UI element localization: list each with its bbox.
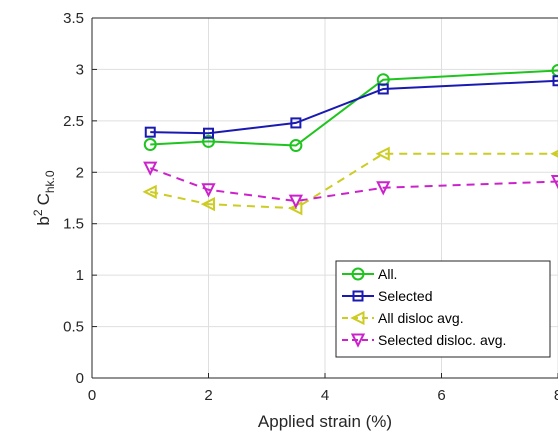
data-point-marker	[200, 197, 215, 212]
y-axis-title-main: C	[34, 193, 53, 205]
series-4	[143, 161, 558, 209]
legend-label: Selected	[378, 288, 432, 304]
y-tick-label: 0	[76, 370, 84, 387]
y-tick-label: 3.5	[63, 10, 84, 27]
data-point-marker	[551, 63, 558, 77]
data-point-marker	[144, 126, 156, 138]
series-line	[150, 79, 558, 135]
x-axis-title: Applied strain (%)	[258, 412, 392, 431]
legend-marker	[350, 310, 365, 326]
legend-marker	[352, 290, 364, 302]
data-point-marker	[143, 138, 157, 152]
data-point-marker	[290, 117, 302, 129]
y-tick-label: 0.5	[63, 319, 84, 336]
x-tick-label: 2	[204, 387, 212, 404]
legend-box	[335, 260, 551, 358]
legend: All. Selected All disloc avg. Selected disl…	[335, 260, 551, 358]
x-tick-label: 6	[437, 387, 445, 404]
y-tick-label: 1.5	[63, 216, 84, 233]
data-point-marker	[377, 83, 389, 95]
x-tick-label: 4	[321, 387, 329, 404]
series-line	[149, 167, 558, 203]
series-2	[144, 75, 558, 139]
y-tick-label: 2	[76, 164, 84, 181]
data-point-marker	[375, 146, 390, 161]
legend-entry: Selected	[342, 288, 432, 304]
data-point-marker	[201, 183, 216, 198]
data-point-marker	[550, 175, 558, 190]
legend-marker	[351, 267, 365, 281]
legend-marker	[350, 333, 366, 348]
x-tick-label: 0	[88, 387, 96, 404]
y-axis-title: b2 Chk.0	[31, 170, 57, 225]
legend-entry: All.	[342, 266, 397, 282]
grid	[92, 18, 558, 378]
series-1	[143, 63, 558, 153]
legend-entry: Selected disloc. avg.	[342, 332, 506, 348]
y-axis-title-sub: hk.0	[43, 170, 57, 193]
data-point-marker	[202, 134, 215, 148]
y-axis-title-sup: 2	[31, 209, 45, 216]
data-point-marker	[203, 127, 214, 139]
data-point-marker	[376, 181, 391, 196]
legend-label: All.	[378, 266, 397, 282]
legend-label: Selected disloc. avg.	[378, 332, 506, 348]
data-point-marker	[142, 184, 157, 199]
data-point-marker	[552, 75, 558, 87]
y-tick-label: 3	[76, 61, 84, 78]
y-tick-label: 2.5	[63, 113, 84, 130]
data-point-marker	[143, 161, 158, 176]
legend-entry: All disloc avg.	[342, 310, 464, 326]
series	[142, 63, 558, 216]
y-tick-label: 1	[76, 267, 84, 284]
legend-label: All disloc avg.	[378, 310, 464, 326]
ticks: 0 0.5 1 1.5 2 2.5 3 3.5 0 2 4 6 8	[63, 10, 558, 404]
data-point-marker	[288, 194, 303, 209]
y-axis-title-base: b	[34, 216, 53, 225]
series-line	[150, 69, 558, 147]
data-point-marker	[289, 139, 303, 153]
x-tick-label: 8	[554, 387, 558, 404]
